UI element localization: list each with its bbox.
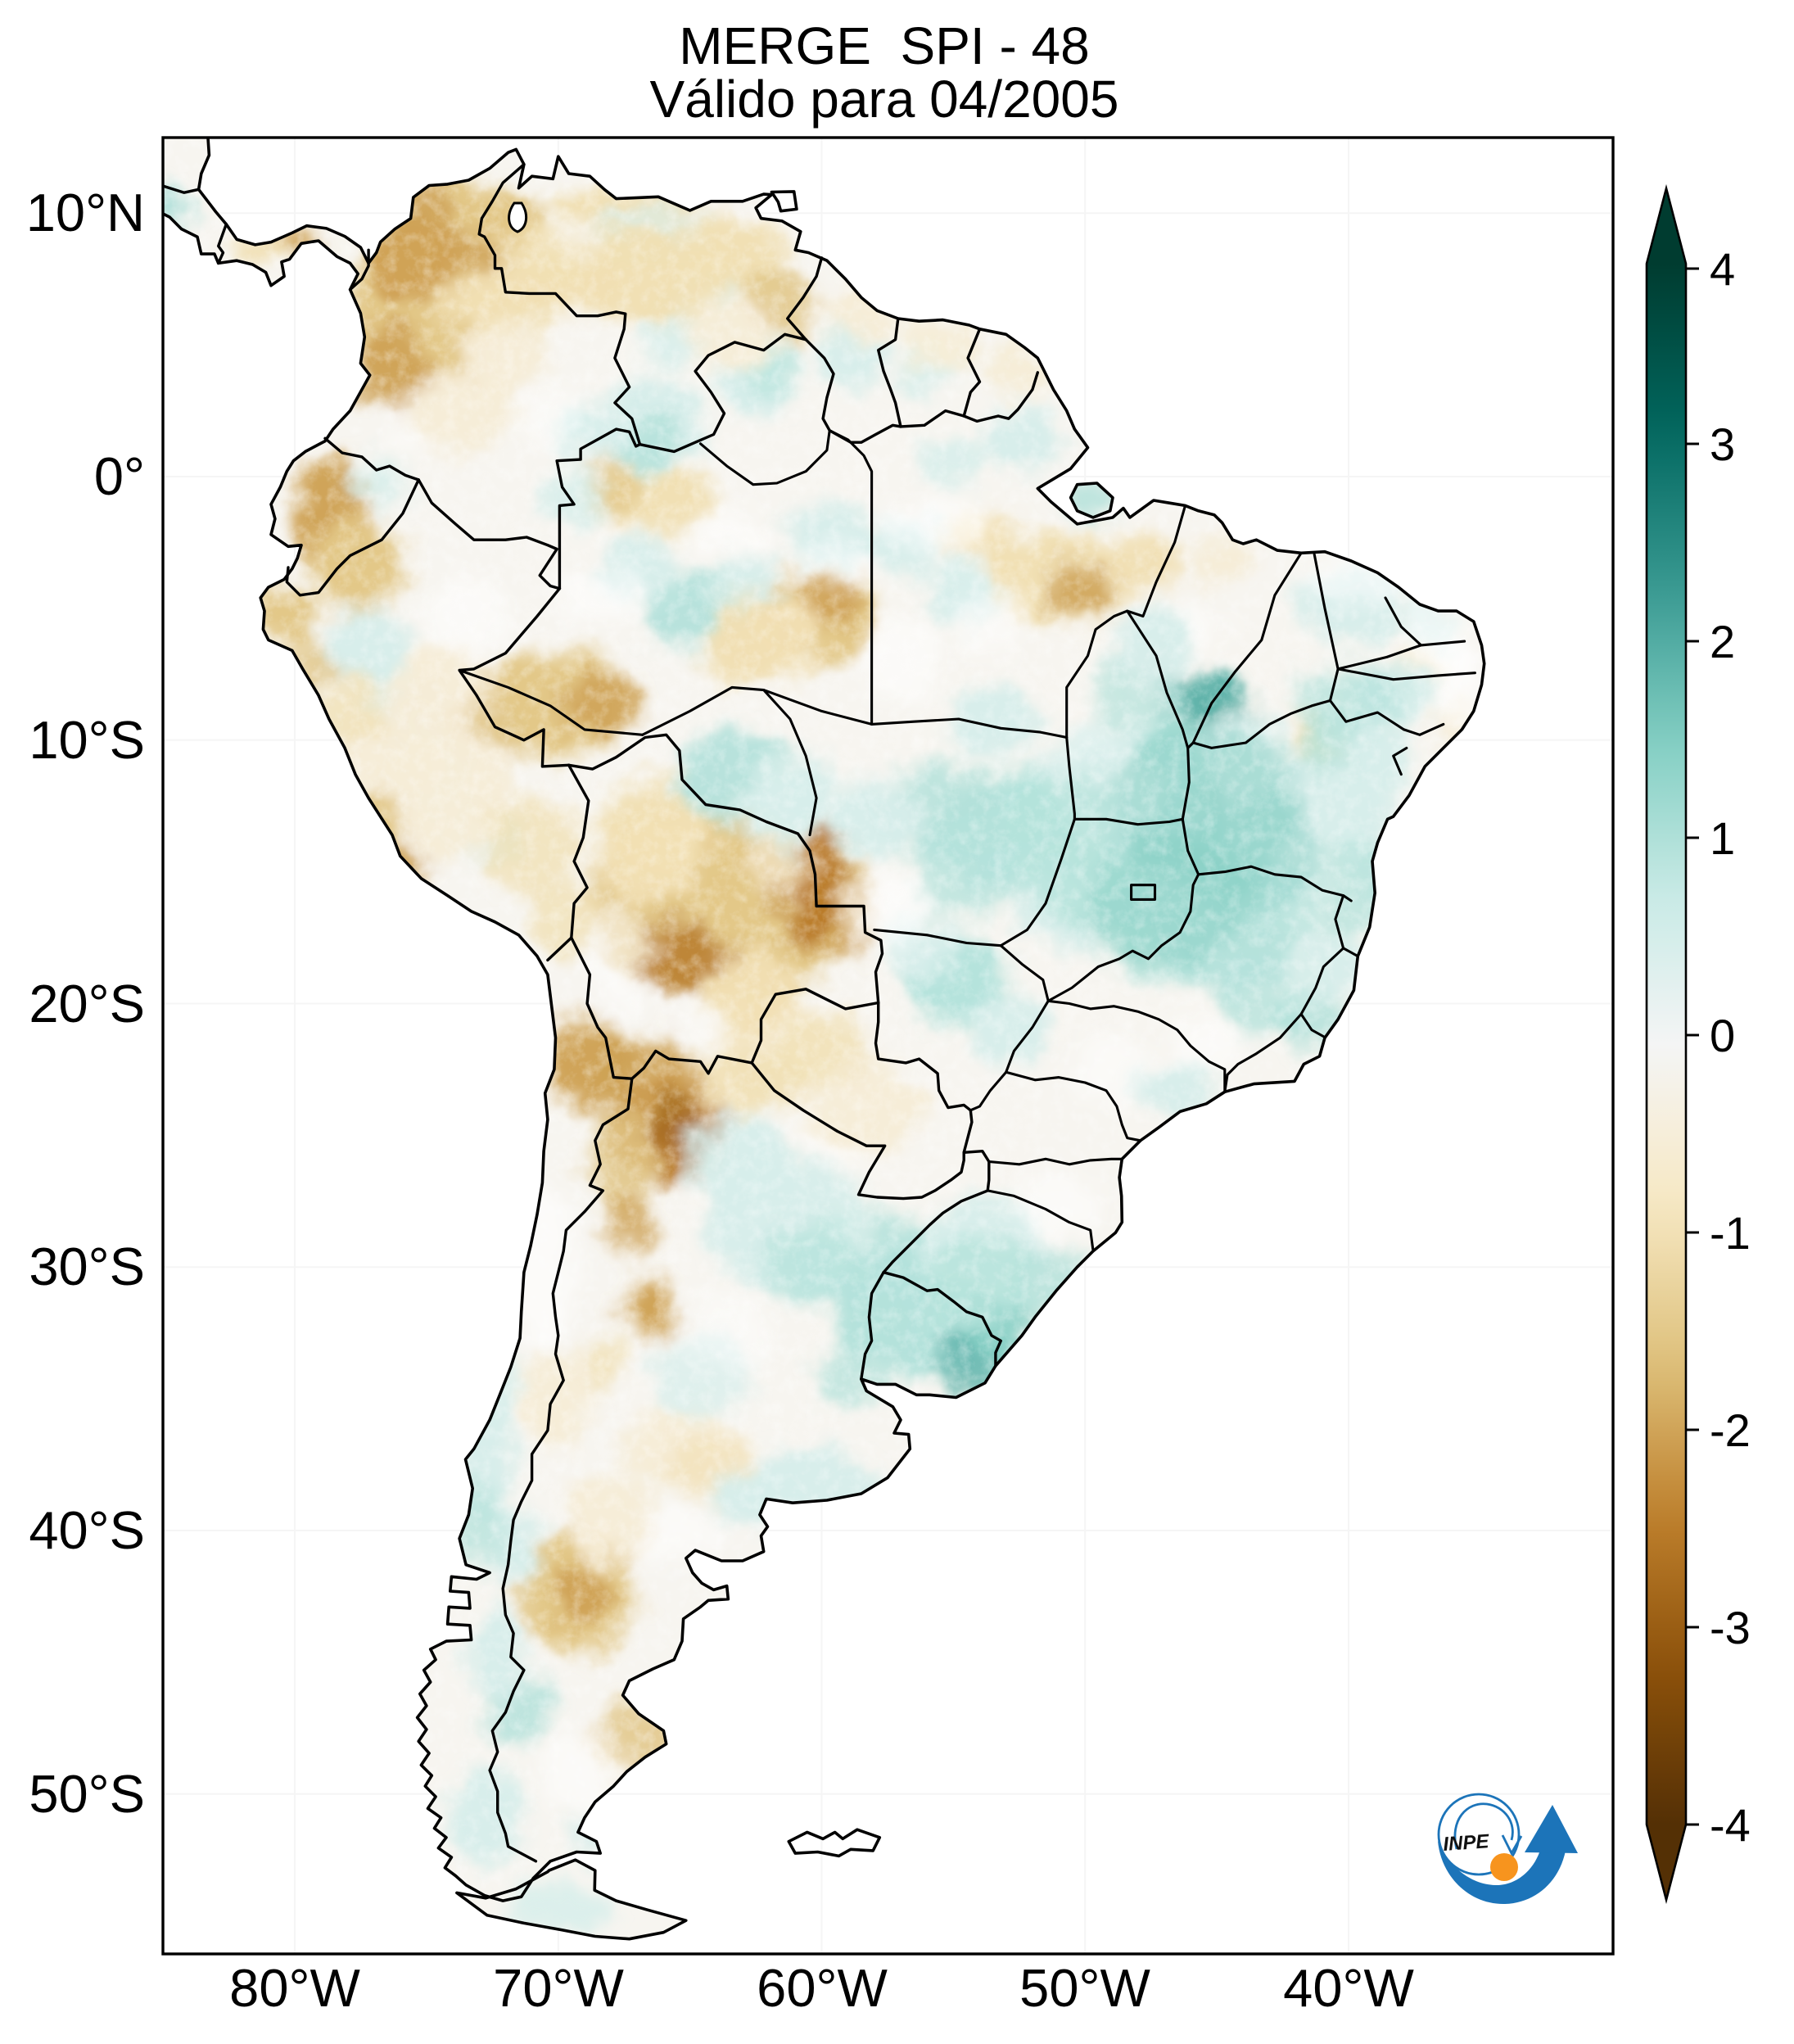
svg-text:80°W: 80°W [229,1958,360,2018]
svg-text:20°S: 20°S [29,974,145,1033]
svg-text:INPE: INPE [1443,1830,1491,1856]
svg-text:MERGE SPI - 48: MERGE SPI - 48 [679,16,1089,75]
svg-text:50°W: 50°W [1019,1958,1150,2018]
svg-text:10°S: 10°S [29,710,145,770]
svg-text:3: 3 [1710,418,1735,470]
svg-text:70°W: 70°W [493,1958,624,2018]
svg-text:40°W: 40°W [1283,1958,1414,2018]
svg-text:-3: -3 [1710,1602,1751,1653]
svg-text:Válido para 04/2005: Válido para 04/2005 [650,70,1119,129]
svg-text:40°S: 40°S [29,1500,145,1560]
svg-text:10°N: 10°N [26,183,145,242]
svg-text:0°: 0° [94,446,145,506]
svg-text:1: 1 [1710,812,1735,864]
svg-text:2: 2 [1710,616,1735,667]
svg-text:-1: -1 [1710,1207,1751,1259]
svg-text:60°W: 60°W [757,1958,888,2018]
svg-text:-4: -4 [1710,1799,1751,1851]
svg-text:4: 4 [1710,243,1735,295]
svg-text:0: 0 [1710,1010,1735,1061]
svg-text:-2: -2 [1710,1404,1751,1456]
svg-text:30°S: 30°S [29,1237,145,1296]
svg-text:50°S: 50°S [29,1764,145,1824]
